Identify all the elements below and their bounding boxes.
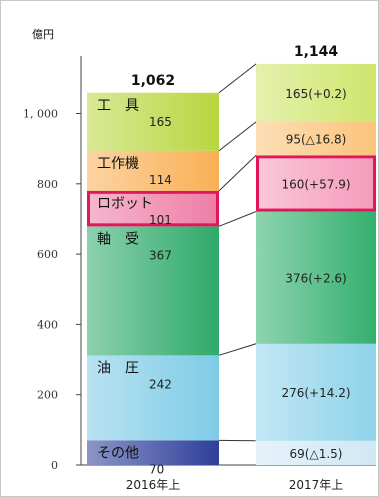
bar-segment-shine	[256, 440, 376, 465]
category-label: 2016年上	[126, 478, 181, 492]
segment-name-label: 工 具	[97, 98, 139, 114]
connector-line	[218, 154, 257, 192]
bar-segment-shine	[256, 63, 376, 122]
bar-segment-shine	[87, 440, 219, 465]
segment-name-label: その他	[97, 445, 139, 461]
segment-value-label: 367	[149, 248, 172, 262]
segment-name-label: 工作機	[97, 156, 139, 172]
segment-value-label: 376(+2.6)	[285, 272, 346, 286]
connector-line	[218, 211, 257, 227]
y-tick-label: 400	[37, 318, 58, 331]
segment-value-label: 165	[149, 115, 172, 129]
highlight-box	[87, 190, 219, 227]
connector-line	[218, 121, 257, 152]
y-tick-label: 800	[37, 178, 58, 191]
bar-segment-shine	[256, 155, 376, 212]
highlight-box	[256, 155, 376, 212]
segment-value-label: 276(+14.2)	[281, 386, 350, 400]
segment-value-label: 69(△1.5)	[290, 447, 343, 461]
y-tick-label: 200	[37, 389, 58, 402]
bar-segment-shine	[256, 343, 376, 441]
bar-segment-shine	[87, 190, 219, 227]
bar-segment-shine	[256, 211, 376, 344]
category-label: 2017年上	[289, 478, 344, 492]
total-label: 1,062	[131, 73, 175, 89]
segment-name-label: 油 圧	[97, 360, 139, 376]
segment-value-label: 101	[149, 213, 172, 227]
bar-segment-shine	[87, 226, 219, 356]
unit-label: 億円	[32, 28, 54, 41]
connector-line	[218, 343, 257, 356]
y-tick-label: 600	[37, 248, 58, 261]
segment-value-label: 160(+57.9)	[281, 177, 350, 191]
y-tick-label: 1, 000	[23, 108, 58, 121]
bar-segment-shine	[256, 121, 376, 156]
segment-value-label: 242	[149, 377, 172, 391]
segment-name-label: 軸 受	[97, 231, 139, 247]
segment-value-label: 165(+0.2)	[285, 87, 346, 101]
bar-segment-shine	[87, 92, 219, 151]
segment-value-label: 95(△16.8)	[286, 133, 347, 147]
bar-segment-shine	[87, 355, 219, 441]
segment-value-label: 114	[149, 173, 172, 187]
bar-segment-shine	[87, 150, 219, 191]
segment-value-label: 70	[149, 462, 164, 476]
total-label: 1,144	[294, 44, 339, 60]
segment-name-label: ロボット	[97, 196, 153, 212]
y-tick-label: 0	[51, 459, 58, 472]
connector-line	[218, 63, 257, 94]
